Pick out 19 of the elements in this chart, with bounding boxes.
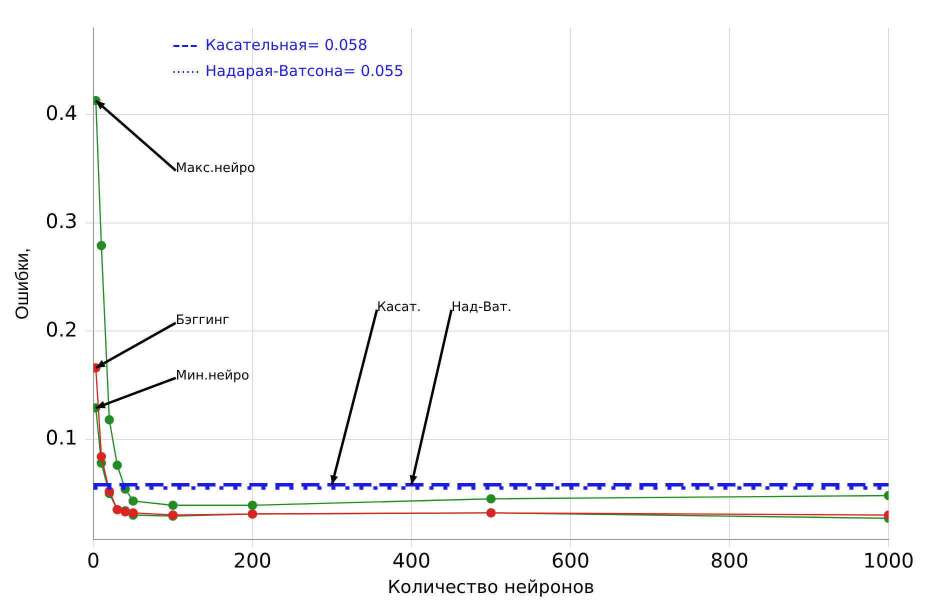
y-tick-label: 0.1: [46, 425, 78, 450]
x-tick-label: 600: [551, 548, 590, 573]
y-tick-label: 0.2: [46, 317, 78, 342]
x-tick-label: 200: [233, 548, 272, 573]
legend-label: Надарая-Ватсона= 0.055: [205, 62, 404, 80]
legend-label: Касательная= 0.058: [205, 36, 368, 54]
x-tick-label: 0: [87, 548, 100, 573]
x-tick-label: 400: [392, 548, 431, 573]
y-axis-title: Ошибки,: [12, 248, 32, 320]
annotation: Мин.нейро: [176, 368, 250, 384]
annotation: Над-Ват.: [451, 300, 512, 316]
y-tick-label: 0.4: [46, 100, 78, 125]
x-tick-label: 1000: [863, 548, 914, 573]
annotation: Бэггинг: [176, 313, 230, 328]
x-tick-label: 800: [710, 548, 749, 573]
y-tick-label: 0.3: [46, 209, 78, 234]
x-axis-title: Количество нейронов: [388, 576, 594, 598]
annotation: Макс.нейро: [176, 160, 256, 176]
annotation: Касат.: [376, 300, 421, 316]
